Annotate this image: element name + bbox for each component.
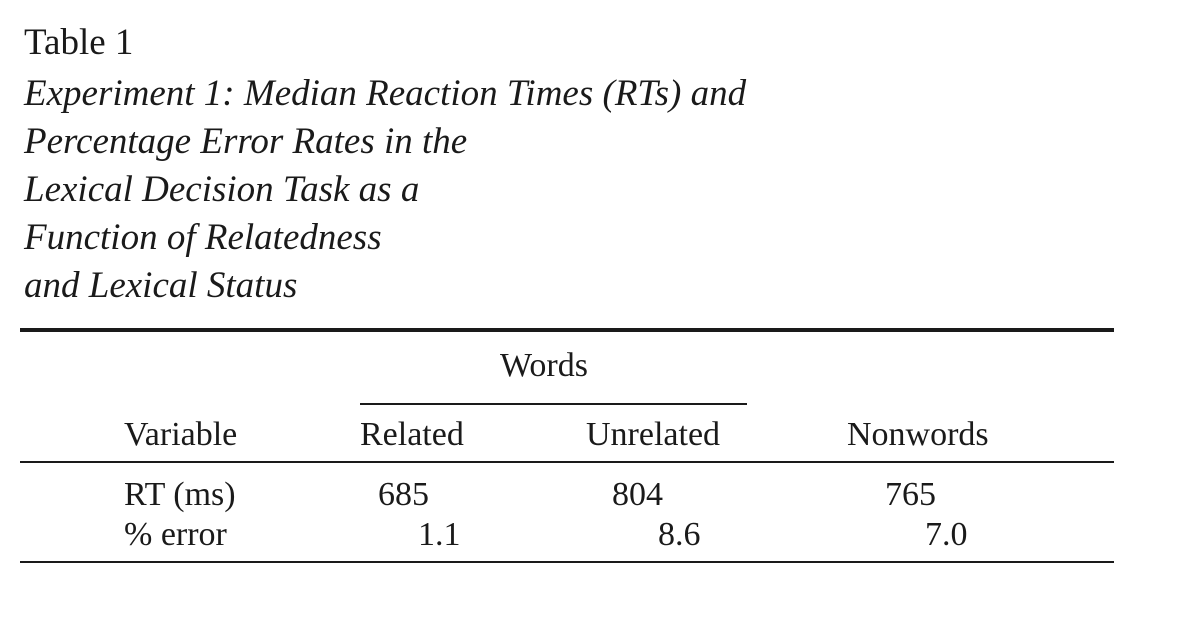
- table-label: Table 1: [24, 22, 134, 63]
- caption-line: Percentage Error Rates in the: [24, 121, 468, 162]
- row-error-unrelated: 8.6: [658, 516, 701, 553]
- row-error-label: % error: [124, 516, 227, 553]
- row-error-nonwords: 7.0: [925, 516, 968, 553]
- row-rt-nonwords: 765: [885, 476, 936, 513]
- row-rt-unrelated: 804: [612, 476, 663, 513]
- row-rt-label: RT (ms): [124, 476, 236, 513]
- spanner-rule: [360, 403, 747, 405]
- header-unrelated: Unrelated: [586, 416, 721, 453]
- caption-line: and Lexical Status: [24, 265, 298, 306]
- table-top-rule: [20, 328, 1114, 332]
- header-variable: Variable: [124, 416, 238, 453]
- header-nonwords: Nonwords: [847, 416, 989, 453]
- table-caption: Experiment 1: Median Reaction Times (RTs…: [24, 70, 746, 310]
- header-rule: [20, 461, 1114, 463]
- row-rt-related: 685: [378, 476, 429, 513]
- caption-line: Function of Relatedness: [24, 217, 382, 258]
- column-spanner-words: Words: [500, 347, 588, 384]
- caption-line: Experiment 1: Median Reaction Times (RTs…: [24, 73, 747, 114]
- header-related: Related: [360, 416, 464, 453]
- caption-line: Lexical Decision Task as a: [24, 169, 420, 210]
- table-bottom-rule: [20, 561, 1114, 563]
- row-error-related: 1.1: [418, 516, 461, 553]
